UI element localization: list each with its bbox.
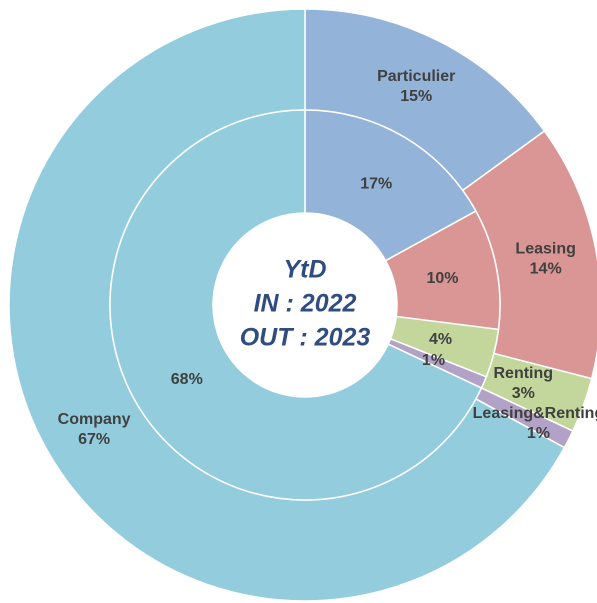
- slice-label: 67%: [78, 431, 110, 448]
- slice-name: Leasing&Renting: [473, 405, 597, 422]
- center-text: IN : 2022: [254, 290, 357, 318]
- slice-label: 14%: [530, 260, 562, 277]
- center-text: YtD: [283, 256, 326, 284]
- slice: [109, 109, 483, 501]
- slice-name: Renting: [494, 365, 554, 382]
- slice-name: Company: [58, 411, 131, 428]
- slice-label: 68%: [171, 371, 203, 388]
- slice-name: Leasing: [515, 240, 575, 257]
- slice-label: 1%: [422, 352, 445, 369]
- slice-label: 10%: [427, 270, 459, 287]
- slice-label: 17%: [360, 176, 392, 193]
- center-text: OUT : 2023: [240, 324, 371, 352]
- slice-label: 4%: [429, 331, 452, 348]
- slice: [304, 109, 477, 262]
- slice-label: 15%: [400, 88, 432, 105]
- slice-label: 1%: [527, 425, 550, 442]
- slice-label: 3%: [512, 385, 535, 402]
- slice-name: Particulier: [377, 68, 455, 85]
